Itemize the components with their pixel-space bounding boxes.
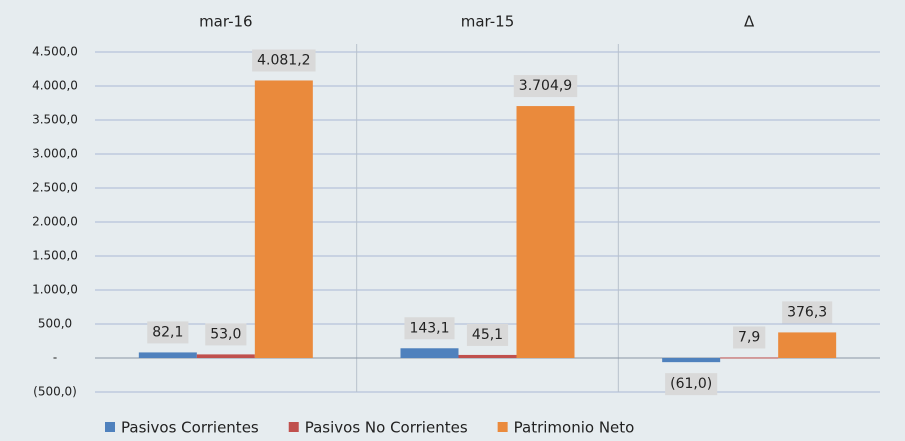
bar	[778, 332, 837, 358]
legend-label: Patrimonio Neto	[514, 419, 635, 437]
bar	[138, 352, 197, 358]
value-label-bg	[252, 49, 316, 72]
category-label: mar-16	[199, 13, 253, 31]
y-tick-label: 4.000,0	[32, 79, 78, 93]
y-tick-label: 2.000,0	[32, 215, 78, 229]
value-label-bg	[782, 301, 833, 324]
y-tick-label: 2.500,0	[32, 181, 78, 195]
value-label: 4.081,2	[257, 52, 310, 68]
y-tick-label: (500,0)	[33, 385, 77, 399]
bar	[196, 354, 255, 358]
value-label-bg	[466, 323, 509, 346]
category-label: Δ	[744, 13, 755, 31]
value-label: 53,0	[210, 326, 241, 342]
y-tick-label: 4.500,0	[32, 45, 78, 59]
value-label: 143,1	[409, 320, 449, 336]
bar	[720, 357, 779, 359]
value-label: 3.704,9	[519, 78, 572, 94]
y-tick-label: 1.000,0	[32, 283, 78, 297]
y-tick-label: 3.000,0	[32, 147, 78, 161]
y-tick-label: 1.500,0	[32, 249, 78, 263]
value-label-bg	[404, 317, 455, 340]
value-label-bg	[733, 326, 766, 349]
bar	[662, 358, 721, 363]
value-label: 7,9	[738, 329, 760, 345]
bar	[516, 106, 575, 358]
bar	[254, 80, 313, 359]
value-label: 82,1	[152, 324, 183, 340]
category-label: mar-15	[461, 13, 515, 31]
value-label: (61,0)	[670, 376, 712, 392]
legend-swatch	[105, 422, 115, 432]
value-label-bg	[147, 321, 189, 344]
bar	[400, 348, 459, 358]
y-tick-label: 500,0	[38, 317, 72, 331]
value-label-bg	[665, 373, 718, 396]
legend-label: Pasivos No Corrientes	[305, 419, 468, 437]
legend-swatch	[288, 422, 299, 432]
bar	[458, 354, 517, 358]
legend-swatch	[497, 422, 508, 432]
value-label-bg	[205, 323, 247, 346]
value-label: 376,3	[787, 304, 827, 320]
y-tick-label: -	[53, 351, 57, 365]
value-label: 45,1	[472, 327, 503, 343]
value-label-bg	[513, 75, 578, 98]
legend-label: Pasivos Corrientes	[121, 419, 259, 437]
y-tick-label: 3.500,0	[32, 113, 78, 127]
